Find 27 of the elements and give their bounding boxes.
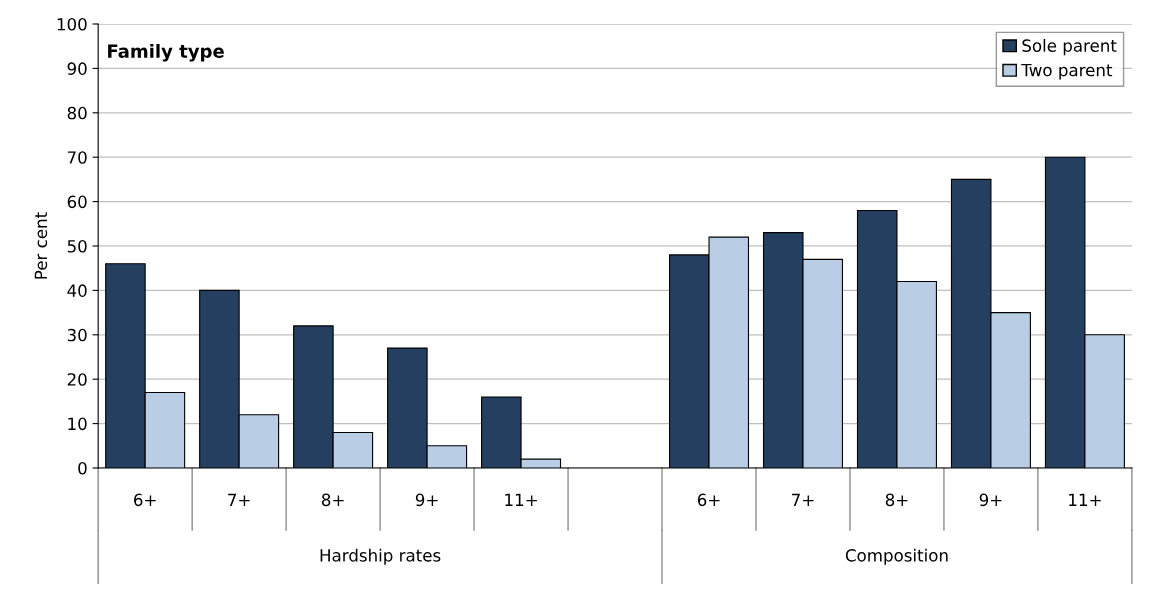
y-tick-label: 30 — [67, 328, 87, 342]
x-tick-label: 11+ — [1069, 493, 1101, 506]
y-tick-label: 10 — [68, 417, 87, 431]
legend-label: Two parent — [1021, 63, 1113, 80]
y-tick-label: 90 — [67, 62, 87, 75]
y-tick-label: 50 — [67, 239, 87, 253]
x-tick-label: 7+ — [792, 493, 814, 506]
text: Hardship rates — [320, 548, 441, 565]
y-tick-label: 80 — [67, 106, 87, 120]
x-tick-label: 6+ — [697, 493, 720, 507]
text: Family type — [108, 43, 224, 62]
y-tick-label: 100 — [57, 17, 87, 31]
text: Composition — [845, 548, 948, 565]
x-tick-label: 8+ — [321, 493, 344, 507]
y-tick-label: 20 — [67, 373, 87, 386]
x-tick-label: 6+ — [134, 493, 156, 507]
y-tick-label: 70 — [67, 151, 87, 164]
y-tick-label: 60 — [67, 195, 87, 209]
y-axis-title: Per cent — [34, 212, 48, 279]
x-tick-label: 9+ — [415, 493, 438, 507]
y-tick-label: 40 — [67, 284, 87, 297]
x-tick-label: 8+ — [885, 493, 908, 507]
x-tick-label: 7+ — [228, 493, 250, 506]
legend-label: Sole parent — [1022, 39, 1117, 56]
x-tick-label: 9+ — [979, 493, 1002, 507]
y-tick-label: 0 — [78, 461, 87, 475]
x-tick-label: 11+ — [505, 493, 537, 506]
